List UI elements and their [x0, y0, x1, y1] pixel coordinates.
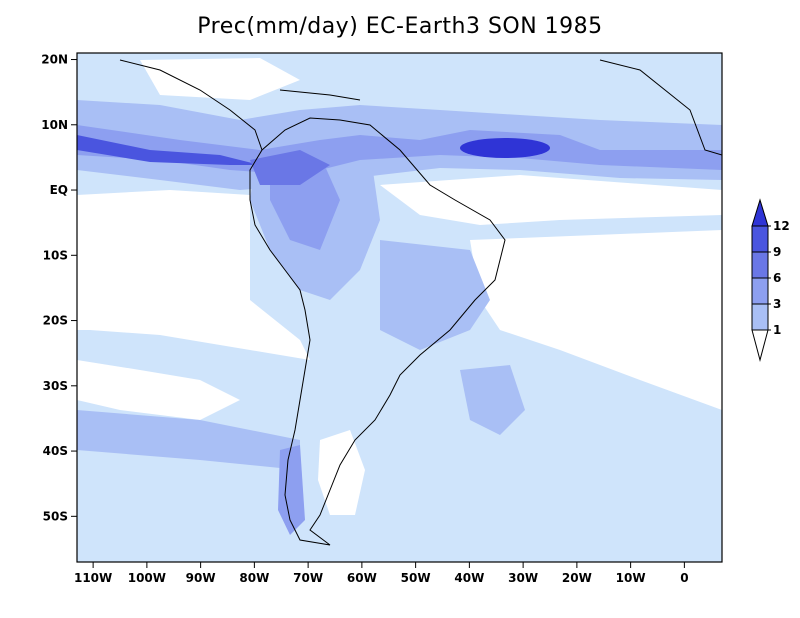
colorbar-min-cap — [751, 329, 769, 362]
caribbean-outline — [279, 89, 361, 101]
colorbar-box — [751, 225, 769, 253]
colorbar-label: 6 — [773, 271, 781, 285]
x-tick-label: 80W — [239, 571, 269, 585]
dry-zone-equatorial-atlantic — [380, 175, 722, 225]
y-tick-label: 10N — [41, 118, 68, 132]
x-tick-label: 70W — [293, 571, 323, 585]
x-tick-label: 0 — [680, 571, 688, 585]
atlantic-storm-band — [460, 365, 525, 435]
y-tick-label: 30S — [43, 379, 68, 393]
central-america-outline — [119, 59, 263, 151]
colorbar-box — [751, 277, 769, 305]
x-axis: 110W 100W 90W 80W 70W 60W 50W 40W 30W 20W 10W 0 — [74, 562, 689, 585]
colorbar-label: 1 — [773, 323, 781, 337]
colorbar: 12 9 6 3 1 — [751, 198, 790, 362]
colorbar-max-cap — [751, 198, 769, 227]
y-tick-label: 20N — [41, 53, 68, 67]
x-tick-label: 90W — [186, 571, 216, 585]
y-tick-label: EQ — [50, 183, 68, 197]
colorbar-label: 12 — [773, 219, 790, 233]
colorbar-box — [751, 303, 769, 331]
dry-zone-south-atlantic — [470, 230, 722, 410]
y-axis: 20N 10N EQ 10S 20S 30S 40S 50S — [41, 53, 77, 523]
dry-zone-patagonia — [318, 430, 365, 515]
map-frame — [76, 52, 723, 563]
map-title: Prec(mm/day) EC-Earth3 SON 1985 — [197, 14, 603, 39]
colorbar-label: 9 — [773, 245, 781, 259]
colorbar-label: 3 — [773, 297, 781, 311]
y-tick-label: 50S — [43, 509, 68, 523]
x-tick-label: 60W — [347, 571, 377, 585]
colombia-max — [250, 150, 330, 185]
dry-zone-pacific-mid — [77, 360, 240, 420]
dry-zone-north — [140, 58, 300, 100]
southern-pacific-band — [77, 410, 300, 470]
x-tick-label: 110W — [74, 571, 112, 585]
x-tick-label: 20W — [562, 571, 592, 585]
coastlines — [119, 59, 722, 546]
andes-south-band — [278, 445, 305, 535]
south-america-outline — [249, 117, 506, 546]
y-tick-label: 40S — [43, 444, 68, 458]
sacz-band — [380, 240, 490, 350]
x-tick-label: 10W — [616, 571, 646, 585]
x-tick-label: 100W — [128, 571, 166, 585]
africa-outline — [599, 59, 722, 156]
dry-zone-southeast-pacific — [77, 190, 310, 360]
x-tick-label: 50W — [401, 571, 431, 585]
colorbar-box — [751, 251, 769, 279]
precipitation-field — [77, 53, 722, 562]
itcz-max-east-pacific — [77, 135, 260, 165]
x-tick-label: 30W — [508, 571, 538, 585]
y-tick-label: 10S — [43, 248, 68, 262]
x-tick-label: 40W — [454, 571, 484, 585]
itcz-max-atlantic — [460, 138, 550, 158]
y-tick-label: 20S — [43, 314, 68, 328]
